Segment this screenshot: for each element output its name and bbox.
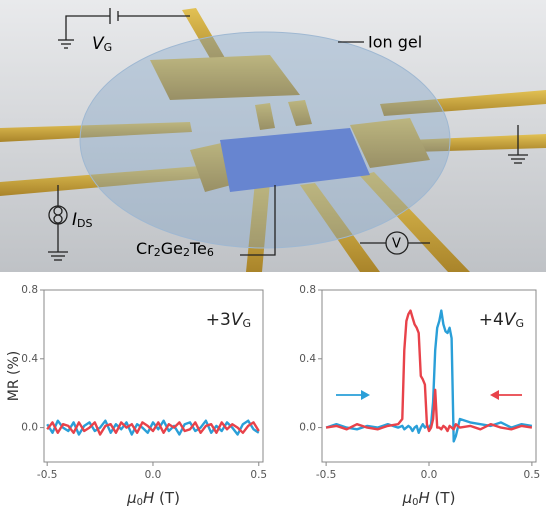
- y-axis-label: MR (%): [6, 351, 22, 401]
- label-main: H: [419, 489, 430, 507]
- ion-gel: [79, 31, 451, 249]
- chart: -0.5 0.0 0.5 0.0 0.4 0.8 μ0H (T) +4VG: [299, 284, 540, 508]
- label-main: I: [72, 210, 77, 230]
- x-tick-label: 0.0: [145, 469, 162, 481]
- x-tick-label: 0.5: [250, 469, 267, 481]
- y-tick-label: 0.4: [21, 353, 38, 365]
- label-sub: 2: [154, 246, 161, 259]
- flake-label: Cr2Ge2Te6: [136, 239, 214, 260]
- label-sub: G: [242, 317, 251, 330]
- label-main: +3: [206, 310, 231, 330]
- voltmeter-label: V: [392, 237, 401, 252]
- label-main: H: [143, 489, 154, 507]
- y-tick-label: 0.8: [21, 284, 38, 296]
- y-tick-label: 0.4: [299, 353, 316, 365]
- x-tick-label: -0.5: [37, 469, 58, 481]
- annotation: +3VG: [206, 310, 251, 330]
- label-main: μ: [126, 489, 137, 507]
- label-unit: (T): [430, 489, 456, 507]
- label-main: +4: [479, 310, 504, 330]
- electrodes: [0, 8, 546, 272]
- x-axis-label: μ0H (T): [126, 489, 180, 509]
- label-sub: G: [104, 41, 113, 54]
- label-sub: 0: [412, 497, 418, 508]
- label-sub: G: [515, 317, 524, 330]
- x-tick-label: -0.5: [316, 469, 337, 481]
- sweep-arrows: [336, 390, 522, 400]
- x-axis-label: μ0H (T): [402, 489, 456, 509]
- y-tick-label: 0.0: [21, 422, 38, 434]
- label-main: μ: [402, 489, 413, 507]
- series-line: [46, 421, 260, 436]
- label-unit: (T): [154, 489, 180, 507]
- plot-frame: [43, 289, 264, 463]
- arrow-head: [490, 390, 499, 400]
- label-sub: DS: [77, 217, 92, 230]
- label-main: Ge: [161, 239, 183, 258]
- series-line: [325, 309, 533, 443]
- label-main: Cr: [136, 239, 154, 258]
- annotation: +4VG: [479, 310, 524, 330]
- chart: -0.5 0.0 0.5 0.0 0.4 0.8 μ0H (T) MR (%) +3VG: [6, 284, 267, 508]
- label-main: V: [504, 310, 517, 330]
- label-sub: 0: [137, 497, 143, 508]
- gel-label: Ion gel: [368, 33, 422, 52]
- label-sub: 6: [207, 246, 214, 259]
- current-label: IDS: [72, 210, 92, 230]
- x-tick-label: 0.0: [421, 469, 438, 481]
- flake: [220, 128, 370, 192]
- label-main: V: [231, 310, 244, 330]
- label-sub: 2: [183, 246, 190, 259]
- x-tick-label: 0.5: [524, 469, 541, 481]
- y-tick-label: 0.8: [299, 284, 316, 296]
- label-main: V: [92, 34, 105, 54]
- label-main: Te: [189, 239, 207, 258]
- gate-label: VG: [92, 34, 112, 54]
- y-tick-label: 0.0: [299, 422, 316, 434]
- arrow-head: [361, 390, 370, 400]
- gate-circuit: [48, 8, 528, 261]
- device-schematic: VG Ion gel IDS V Cr2Ge2Te6: [0, 0, 546, 272]
- series-line: [325, 309, 533, 433]
